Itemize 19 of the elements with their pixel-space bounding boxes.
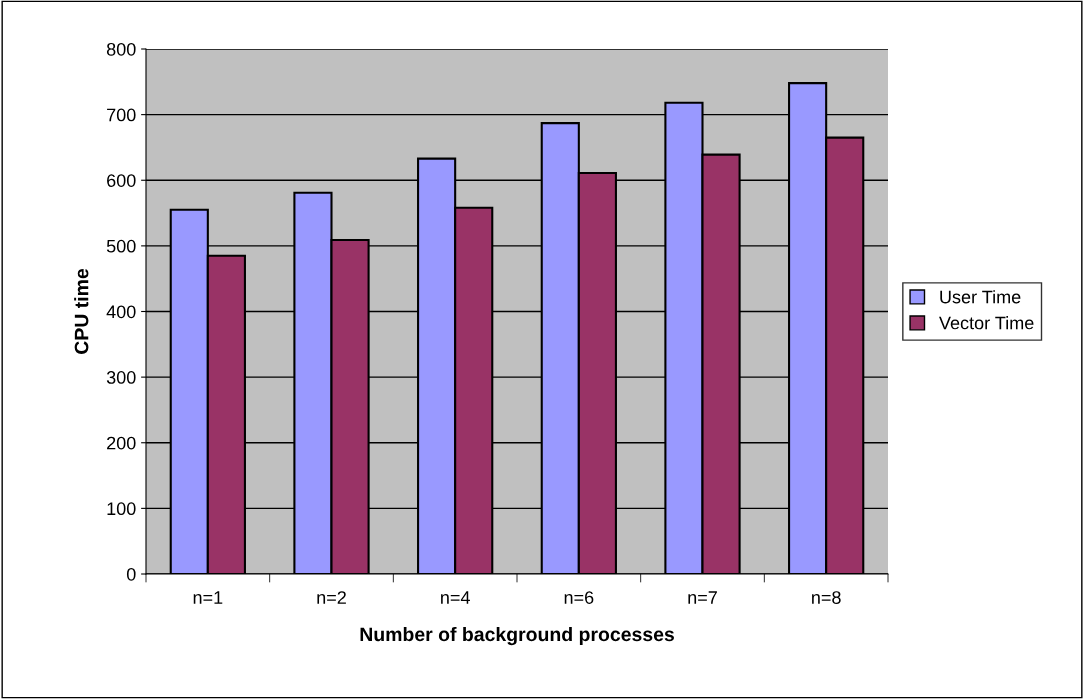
y-tick-label: 200 xyxy=(107,436,136,450)
legend-label: User Time xyxy=(940,290,1021,304)
y-tick-label: 0 xyxy=(126,567,136,581)
y-tick-label: 700 xyxy=(107,108,136,122)
legend-label: Vector Time xyxy=(939,316,1034,330)
x-tick-label: n=8 xyxy=(812,591,841,604)
y-tick-label: 100 xyxy=(107,502,136,516)
y-tick-label: 400 xyxy=(106,305,136,319)
y-tick-label: 300 xyxy=(106,371,136,384)
y-tick-label: 500 xyxy=(106,239,136,253)
y-tick-label: 800 xyxy=(106,42,136,56)
x-tick-label: n=7 xyxy=(688,591,717,604)
x-tick-label: n=6 xyxy=(564,591,594,604)
x-tick-label: n=4 xyxy=(441,591,470,604)
y-tick-label: 600 xyxy=(107,174,136,187)
x-axis-title: Number of background processes xyxy=(360,626,674,646)
y-axis-title: CPU time xyxy=(74,268,89,354)
x-tick-label: n=2 xyxy=(317,591,346,604)
x-tick-label: n=1 xyxy=(193,591,223,604)
